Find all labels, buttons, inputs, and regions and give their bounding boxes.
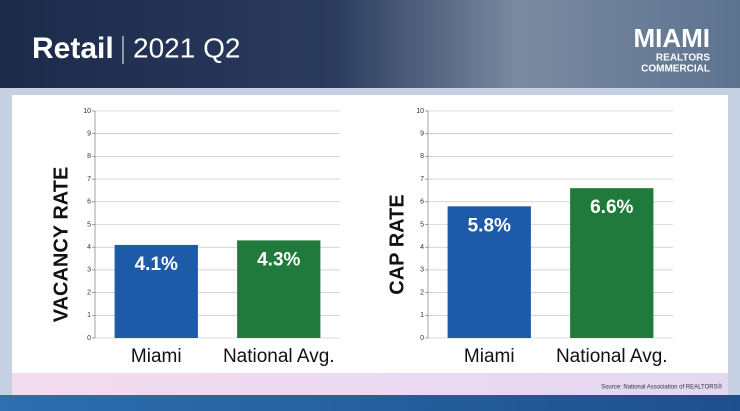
bar (114, 244, 198, 338)
y-tick-label: 4 (420, 244, 424, 251)
header-subtitle: 2021 Q2 (133, 32, 240, 63)
y-tick-label: 3 (87, 267, 91, 274)
y-tick-label: 5 (87, 221, 91, 228)
y-tick-label: 2 (87, 289, 91, 296)
y-tick-label: 7 (87, 176, 91, 183)
logo-name: MIAMI (633, 23, 710, 53)
bar (570, 188, 654, 338)
value-label: 4.3% (257, 249, 300, 270)
x-tick-label: National Avg. (223, 346, 335, 367)
y-tick-label: 9 (87, 131, 91, 138)
footer-band (0, 395, 740, 411)
y-tick-label: 10 (83, 108, 91, 115)
y-tick-label: 7 (420, 176, 424, 183)
y-tick-label: 10 (416, 108, 424, 115)
x-tick-label: Miami (464, 346, 515, 367)
source-strip (12, 373, 728, 395)
x-tick-label: Miami (131, 346, 182, 367)
y-tick-label: 4 (87, 244, 91, 251)
y-tick-label: 0 (420, 335, 424, 342)
bar (447, 206, 531, 338)
y-tick-label: 3 (420, 267, 424, 274)
y-tick-label: 8 (87, 153, 91, 160)
y-tick-label: 1 (87, 312, 91, 319)
y-axis-label: VACANCY RATE (50, 167, 72, 323)
x-tick-label: National Avg. (556, 346, 668, 367)
value-label: 6.6% (590, 197, 633, 218)
value-label: 5.8% (468, 215, 511, 236)
y-tick-label: 9 (420, 131, 424, 138)
y-tick-label: 6 (87, 199, 91, 206)
y-tick-label: 1 (420, 312, 424, 319)
y-tick-label: 0 (87, 335, 91, 342)
source: Source: National Association of REALTORS… (601, 384, 723, 391)
y-axis-label: CAP RATE (386, 194, 408, 294)
y-tick-label: 2 (420, 289, 424, 296)
bar (237, 240, 321, 338)
logo-line: COMMERCIAL (641, 64, 710, 75)
logo-line: REALTORS (656, 53, 710, 64)
y-tick-label: 5 (420, 221, 424, 228)
y-tick-label: 8 (420, 153, 424, 160)
header-title: Retail (32, 32, 114, 65)
value-label: 4.1% (135, 254, 178, 275)
y-tick-label: 6 (420, 199, 424, 206)
